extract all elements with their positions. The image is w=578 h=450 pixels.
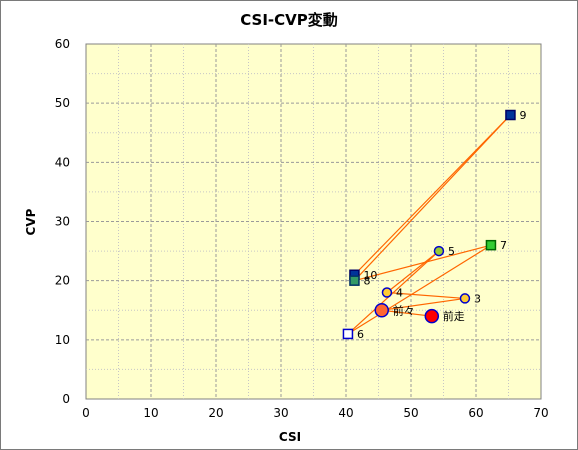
x-tick-label: 30 [273, 406, 288, 420]
data-point-label: 7 [500, 239, 507, 252]
y-tick-label: 60 [55, 37, 70, 51]
data-point-marker [459, 293, 471, 304]
data-point-marker [374, 303, 389, 318]
x-axis-label: CSI [279, 430, 301, 444]
trajectory-segment [386, 291, 465, 300]
x-tick-label: 50 [403, 406, 418, 420]
trajectory-segment [347, 250, 440, 335]
trajectory-segment [386, 250, 440, 293]
trajectory-segment [381, 297, 466, 311]
x-tick-label: 0 [82, 406, 90, 420]
chart-title: CSI-CVP変動 [240, 11, 338, 29]
data-point-label: 6 [357, 328, 364, 341]
data-point-label: 前々 [393, 303, 415, 317]
x-tick-label: 70 [533, 406, 548, 420]
trajectory-segment [354, 114, 511, 282]
trajectory-segment [381, 309, 432, 317]
trajectory-segment [347, 244, 492, 335]
y-tick-label: 10 [55, 333, 70, 347]
y-tick-label: 40 [55, 155, 70, 169]
trajectory-segment [354, 244, 492, 282]
x-tick-label: 60 [468, 406, 483, 420]
data-point-label: 4 [396, 287, 403, 300]
data-point-label: 8 [363, 275, 370, 288]
data-point-label: 10 [363, 269, 377, 282]
y-axis-label: CVP [24, 208, 38, 235]
data-point-marker [485, 239, 497, 251]
data-point-marker [505, 109, 516, 121]
x-tick-label: 20 [208, 406, 223, 420]
grid-lines [86, 44, 541, 399]
x-tick-label: 40 [338, 406, 353, 420]
data-point-label: 5 [448, 245, 455, 258]
data-point-marker [424, 308, 440, 324]
data-point-marker [342, 328, 354, 340]
data-point-label: 3 [474, 292, 481, 305]
trajectory-segment [354, 114, 511, 276]
x-tick-labels: 0 10 20 30 40 50 60 70 [82, 406, 548, 420]
y-tick-label: 0 [62, 392, 70, 406]
trajectory-lines [347, 114, 511, 335]
y-tick-labels: 0 10 20 30 40 50 60 [55, 37, 70, 406]
y-tick-label: 20 [55, 274, 70, 288]
y-tick-label: 30 [55, 215, 70, 229]
data-point-marker [381, 287, 393, 298]
x-tick-label: 10 [143, 406, 158, 420]
data-point-marker [349, 275, 360, 286]
data-markers: 10 9 8 7 6 5 4 3 前々 前走 [342, 109, 526, 341]
y-tick-label: 50 [55, 96, 70, 110]
data-point-marker [433, 245, 445, 257]
data-point-label: 前走 [443, 309, 465, 323]
data-point-label: 9 [519, 109, 526, 122]
